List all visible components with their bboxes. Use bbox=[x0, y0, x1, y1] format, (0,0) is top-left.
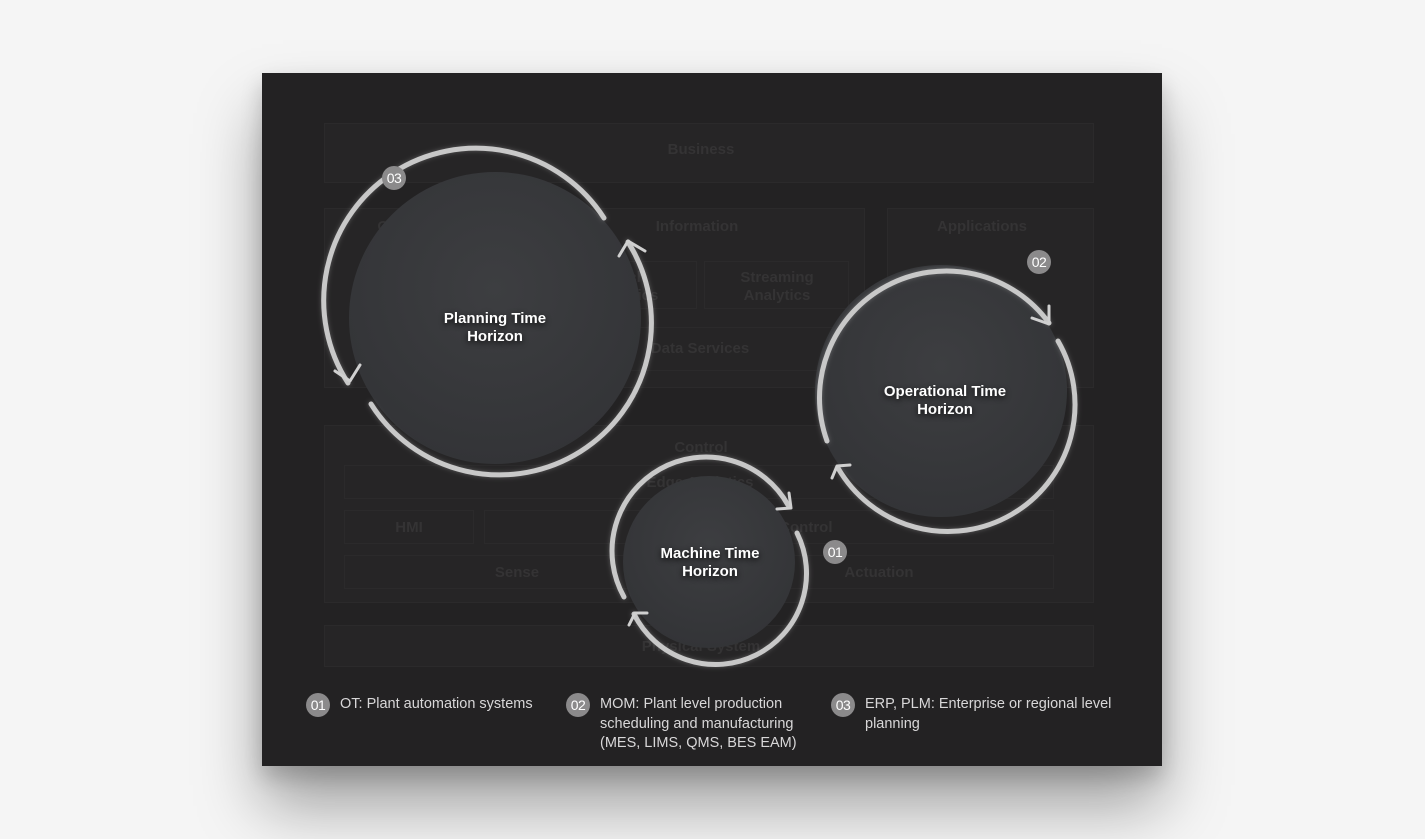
legend-text-03: ERP, PLM: Enterprise or regional level p… bbox=[865, 696, 1112, 732]
planning-arrow-head-right bbox=[617, 239, 647, 258]
applications-label: Applications bbox=[936, 218, 1027, 235]
machine-badge: 01 bbox=[823, 540, 847, 564]
legend-badge-01: 01 bbox=[306, 693, 330, 717]
time-horizon-cycles bbox=[321, 145, 1078, 667]
machine-arc-lower bbox=[631, 530, 809, 667]
operational-arc-upper bbox=[817, 268, 1052, 444]
operational-arrow-head-right bbox=[1030, 304, 1051, 326]
planning-cycle bbox=[321, 145, 654, 478]
machine-cycle bbox=[609, 454, 809, 667]
business-layer bbox=[324, 123, 1094, 183]
planning-title: Planning Time Horizon bbox=[443, 310, 547, 345]
operational-cycle bbox=[815, 265, 1078, 534]
operational-arc-lower bbox=[835, 338, 1078, 534]
hmi-box bbox=[344, 510, 474, 544]
legend-badge-02: 02 bbox=[566, 693, 590, 717]
sense-label: Sense bbox=[494, 564, 540, 581]
information-label: Information bbox=[655, 218, 739, 235]
operational-badge: 02 bbox=[1027, 250, 1051, 274]
machine-title: Machine Time Horizon bbox=[660, 545, 760, 580]
planning-arrow-head-left bbox=[333, 363, 362, 383]
actuation-label: Actuation bbox=[844, 564, 914, 581]
planning-arc-lower bbox=[368, 239, 654, 478]
operational-circle bbox=[815, 265, 1067, 517]
streaming-analytics-box bbox=[704, 261, 849, 309]
legend-badge-03: 03 bbox=[831, 693, 855, 717]
operational-arrow-head-left bbox=[830, 463, 852, 480]
architecture-diagram-card: Business Operations Information Batch An… bbox=[262, 73, 1162, 766]
machine-arrow-head-left bbox=[627, 611, 649, 627]
data-services-label: Data Services bbox=[650, 340, 750, 357]
machine-arrow-head-right bbox=[775, 491, 793, 511]
planning-badge: 03 bbox=[382, 166, 406, 190]
operational-title: Operational Time Horizon bbox=[883, 383, 1007, 418]
legend-text-02: MOM: Plant level production scheduling a… bbox=[600, 696, 797, 751]
hmi-label: HMI bbox=[395, 519, 423, 536]
business-label: Business bbox=[667, 141, 735, 158]
streaming-analytics-label: Streaming Analytics bbox=[740, 269, 814, 304]
planning-circle bbox=[349, 172, 641, 464]
control-label: Control bbox=[674, 439, 728, 456]
legend-text-01: OT: Plant automation systems bbox=[340, 696, 533, 712]
machine-arc-upper bbox=[609, 454, 791, 600]
machine-circle bbox=[623, 476, 795, 648]
